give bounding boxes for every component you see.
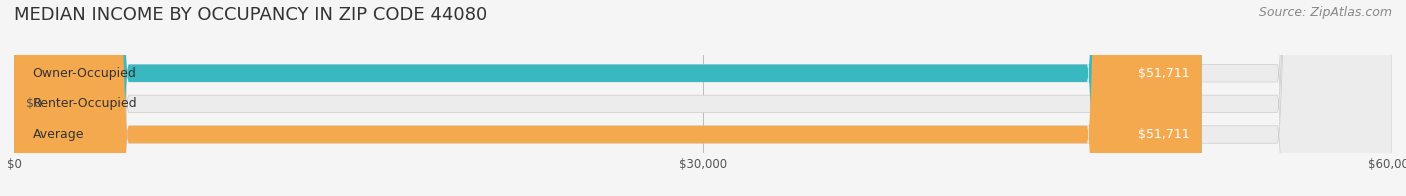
FancyBboxPatch shape [14,0,1392,196]
FancyBboxPatch shape [14,0,1202,196]
Text: MEDIAN INCOME BY OCCUPANCY IN ZIP CODE 44080: MEDIAN INCOME BY OCCUPANCY IN ZIP CODE 4… [14,6,488,24]
FancyBboxPatch shape [14,0,1392,196]
Text: $51,711: $51,711 [1139,67,1189,80]
Text: $0: $0 [25,97,42,110]
FancyBboxPatch shape [14,0,1202,196]
FancyBboxPatch shape [14,0,1392,196]
Text: Source: ZipAtlas.com: Source: ZipAtlas.com [1258,6,1392,19]
Text: Owner-Occupied: Owner-Occupied [32,67,136,80]
Text: Renter-Occupied: Renter-Occupied [32,97,136,110]
Text: $51,711: $51,711 [1139,128,1189,141]
Text: Average: Average [32,128,84,141]
